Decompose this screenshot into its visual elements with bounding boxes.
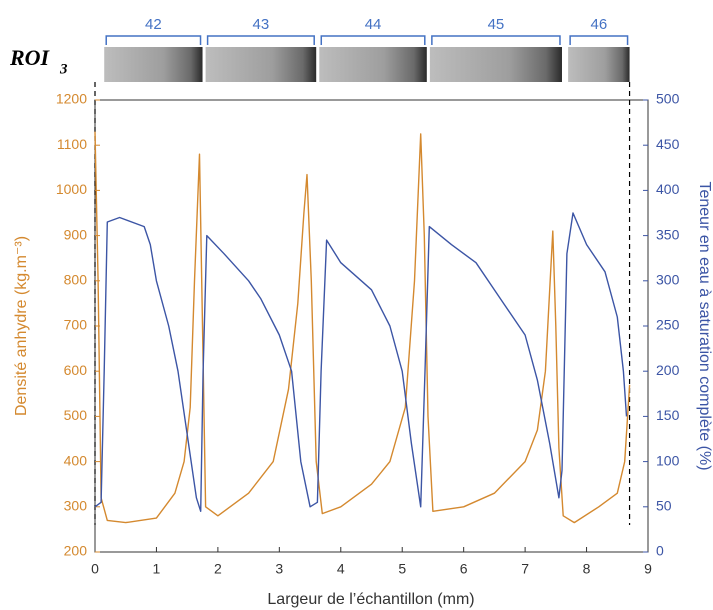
ring-bracket bbox=[320, 35, 426, 45]
y-tick-label: 800 bbox=[64, 272, 88, 288]
x-tick-label: 7 bbox=[521, 561, 529, 577]
y-tick-label: 500 bbox=[64, 407, 88, 423]
y2-tick-label: 400 bbox=[656, 181, 680, 197]
y2-tick-label: 300 bbox=[656, 272, 680, 288]
y2-tick-label: 250 bbox=[656, 317, 680, 333]
x-tick-label: 5 bbox=[398, 561, 406, 577]
y2-tick-label: 350 bbox=[656, 226, 680, 242]
y-tick-label: 700 bbox=[64, 317, 88, 333]
ring-bracket bbox=[105, 35, 202, 45]
x-tick-label: 8 bbox=[583, 561, 591, 577]
y-tick-label: 600 bbox=[64, 362, 88, 378]
ring-label: 45 bbox=[488, 16, 505, 33]
x-tick-label: 6 bbox=[460, 561, 468, 577]
ring-label: 44 bbox=[365, 16, 382, 33]
y2-tick-label: 100 bbox=[656, 452, 680, 468]
y2-tick-label: 50 bbox=[656, 498, 672, 514]
strip-label: ROI bbox=[9, 45, 51, 70]
x-tick-label: 3 bbox=[275, 561, 283, 577]
series-line bbox=[94, 131, 631, 524]
strip-label-sub: 3 bbox=[59, 61, 68, 77]
y-tick-label: 400 bbox=[64, 452, 88, 468]
ring-strip bbox=[568, 47, 630, 82]
x-tick-label: 1 bbox=[153, 561, 161, 577]
y2-tick-label: 0 bbox=[656, 543, 664, 559]
ring-strip bbox=[429, 47, 562, 82]
ring-bracket bbox=[206, 35, 315, 45]
y2-tick-label: 450 bbox=[656, 136, 680, 152]
ring-label: 42 bbox=[145, 16, 162, 33]
x-tick-label: 2 bbox=[214, 561, 222, 577]
y2-tick-label: 150 bbox=[656, 407, 680, 423]
ring-label: 46 bbox=[591, 16, 608, 33]
y-tick-label: 1100 bbox=[57, 136, 87, 152]
y2-axis-label: Teneur en eau à saturation complète (%) bbox=[696, 181, 713, 470]
ring-bracket bbox=[569, 35, 629, 45]
x-tick-label: 4 bbox=[337, 561, 345, 577]
ring-strip bbox=[205, 47, 317, 82]
y-tick-label: 1200 bbox=[56, 91, 87, 107]
x-tick-label: 9 bbox=[644, 561, 652, 577]
ring-label: 43 bbox=[253, 16, 270, 33]
y-tick-label: 300 bbox=[64, 498, 88, 514]
ring-bracket bbox=[431, 35, 561, 45]
x-tick-label: 0 bbox=[91, 561, 99, 577]
y2-tick-label: 200 bbox=[656, 362, 680, 378]
y2-tick-label: 500 bbox=[656, 91, 680, 107]
ring-strip bbox=[104, 47, 203, 82]
y-tick-label: 200 bbox=[64, 543, 88, 559]
y-axis-label: Densité anhydre (kg.m⁻³) bbox=[13, 236, 30, 416]
ring-strip bbox=[319, 47, 427, 82]
x-axis-label: Largeur de l’échantillon (mm) bbox=[267, 591, 474, 608]
y-tick-label: 900 bbox=[64, 226, 88, 242]
series-line bbox=[94, 212, 628, 512]
y-tick-label: 1000 bbox=[56, 181, 87, 197]
